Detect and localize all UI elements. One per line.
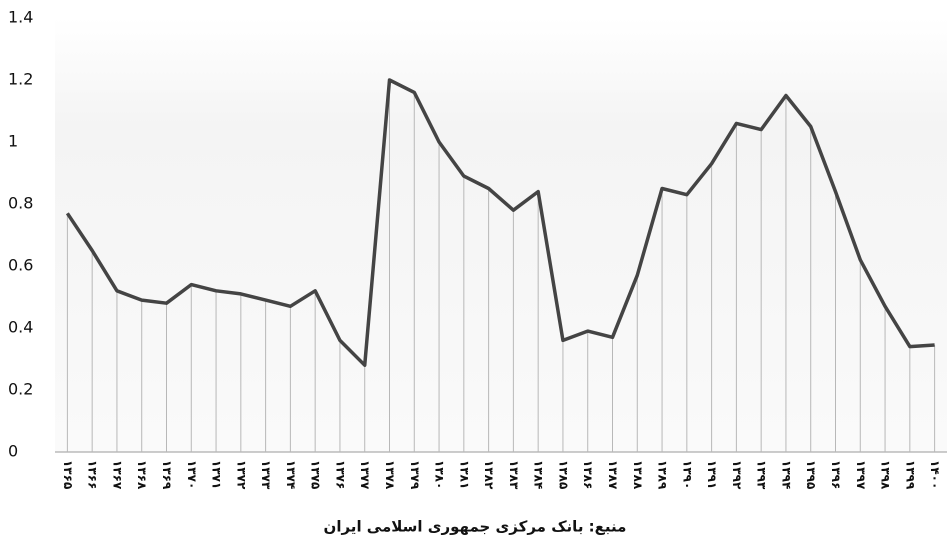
x-tick-label: ۱۳۹۹ bbox=[903, 460, 917, 490]
x-tick-label: ۱۳۹۳ bbox=[755, 460, 769, 490]
x-tick-label: ۱۳۹۷ bbox=[854, 460, 868, 490]
x-tick-label: ۱۳۹۴ bbox=[779, 460, 793, 489]
y-tick-label: 0.4 bbox=[8, 318, 33, 337]
data-line bbox=[65, 78, 935, 367]
x-tick-label: ۱۳۷۸ bbox=[383, 460, 397, 490]
x-tick-label: ۱۳۷۵ bbox=[309, 460, 323, 489]
x-tick-label: ۱۳۷۹ bbox=[408, 460, 422, 490]
x-tick-label: ۱۳۸۳ bbox=[507, 460, 521, 490]
x-tick-label: ۱۳۶۵ bbox=[61, 460, 75, 489]
x-tick-label: ۱۳۸۶ bbox=[581, 460, 595, 489]
x-tick-label: ۱۳۹۲ bbox=[730, 460, 744, 490]
x-tick-label: ۱۳۹۶ bbox=[829, 460, 843, 489]
source-note: منبع: بانک مرکزی جمهوری اسلامی ایران bbox=[324, 518, 627, 536]
y-tick-label: 0.2 bbox=[8, 380, 33, 399]
x-tick-label: ۱۳۸۱ bbox=[457, 460, 471, 489]
x-tick-label: ۱۳۶۶ bbox=[86, 460, 100, 489]
x-tick-label: ۱۳۸۷ bbox=[606, 460, 620, 490]
x-tick-label: ۱۳۷۴ bbox=[284, 460, 298, 489]
x-tick-label: ۱۳۸۸ bbox=[631, 460, 645, 490]
x-tick-label: ۱۳۸۹ bbox=[656, 460, 670, 490]
x-tick-label: ۱۳۸۰ bbox=[433, 460, 447, 489]
y-tick-label: 0.6 bbox=[8, 256, 33, 275]
plot-background bbox=[55, 18, 947, 452]
x-tick-label: ۱۳۶۷ bbox=[110, 460, 124, 490]
x-tick-label: ۱۳۷۷ bbox=[358, 460, 372, 490]
x-tick-label: ۱۳۷۳ bbox=[259, 460, 273, 490]
y-tick-label: 1 bbox=[8, 132, 18, 151]
y-tick-label: 0 bbox=[8, 442, 18, 461]
x-tick-label: ۱۳۷۱ bbox=[210, 460, 224, 489]
x-tick-label: ۱۴۰۰ bbox=[928, 460, 942, 489]
x-tick-label: ۱۳۷۶ bbox=[333, 460, 347, 489]
x-tick-label: ۱۳۹۱ bbox=[705, 460, 719, 489]
x-tick-label: ۱۳۸۴ bbox=[532, 460, 546, 489]
x-tick-label: ۱۳۹۸ bbox=[879, 460, 893, 490]
x-tick-label: ۱۳۶۸ bbox=[135, 460, 149, 490]
y-tick-label: 1.4 bbox=[8, 8, 33, 27]
x-tick-label: ۱۳۸۲ bbox=[482, 460, 496, 490]
x-tick-label: ۱۳۹۰ bbox=[680, 460, 694, 489]
x-tick-label: ۱۳۸۵ bbox=[556, 460, 570, 489]
x-tick-label: ۱۳۹۵ bbox=[804, 460, 818, 489]
x-tick-label: ۱۳۷۲ bbox=[234, 460, 248, 490]
x-tick-label: ۱۳۷۰ bbox=[185, 460, 199, 489]
x-tick-label: ۱۳۶۹ bbox=[160, 460, 174, 490]
y-tick-label: 1.2 bbox=[8, 70, 33, 89]
y-tick-label: 0.8 bbox=[8, 194, 33, 213]
